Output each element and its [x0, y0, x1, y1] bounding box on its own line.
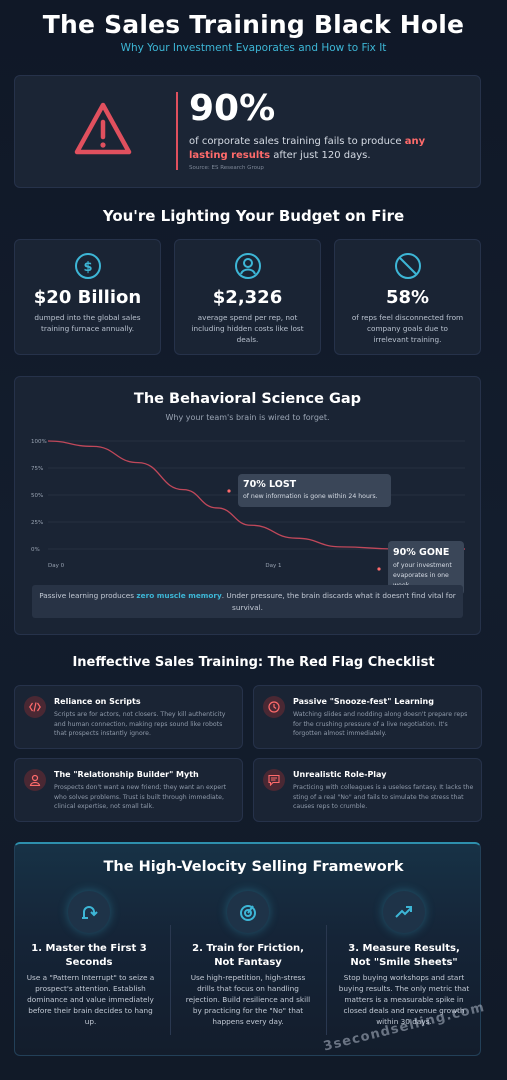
- science-note-highlight: zero muscle memory: [136, 591, 222, 600]
- framework-panel: [14, 842, 481, 1056]
- person-icon: [234, 252, 262, 280]
- user-icon: [24, 769, 46, 791]
- framework-title-3: 3. Measure Results, Not "Smile Sheets": [348, 943, 460, 968]
- budget-value-3: 58%: [385, 287, 430, 308]
- callout-70-text: of new information is gone within 24 hou…: [243, 493, 378, 500]
- budget-text-2: average spend per rep, not including hid…: [191, 313, 304, 344]
- prohibited-icon: [394, 252, 422, 280]
- callout-70: [238, 474, 391, 507]
- framework-divider-1: [170, 925, 171, 1035]
- flag-text-4: Practicing with colleagues is a useless …: [293, 784, 474, 810]
- hero-percent: 90%: [189, 88, 276, 129]
- page-subtitle: Why Your Investment Evaporates and How t…: [120, 42, 387, 54]
- chart-y-tick-label: 75%: [31, 466, 43, 472]
- chat-icon: [263, 769, 285, 791]
- flag-text-1: Scripts are for actors, not closers. The…: [54, 711, 226, 737]
- chart-y-tick-label: 25%: [31, 520, 43, 526]
- budget-value-1: $20 Billion: [33, 287, 142, 308]
- flag-title-4: Unrealistic Role-Play: [293, 770, 387, 779]
- redo-arrow-icon: [68, 891, 110, 933]
- framework-title-2: 2. Train for Friction, Not Fantasy: [192, 943, 304, 968]
- science-subtitle: Why your team's brain is wired to forget…: [165, 413, 330, 422]
- page-title: The Sales Training Black Hole: [42, 10, 465, 39]
- budget-card-3: [334, 239, 481, 355]
- framework-text-2: Use high-repetition, high-stress drills …: [185, 973, 311, 1026]
- hero-text-highlight: any lasting results: [189, 136, 426, 161]
- science-note: [32, 585, 463, 618]
- chart-y-tick-label: 0%: [31, 547, 40, 553]
- budget-value-2: $2,326: [212, 287, 283, 308]
- callout-90-title: 90% GONE: [393, 547, 450, 558]
- framework-text-3: Stop buying workshops and start buying r…: [338, 973, 470, 1026]
- flag-title-3: The "Relationship Builder" Myth: [54, 770, 199, 779]
- science-title: The Behavioral Science Gap: [133, 391, 362, 407]
- code-icon: [24, 696, 46, 718]
- framework-text-1: Use a "Pattern Interrupt" to seize a pro…: [26, 973, 155, 1026]
- budget-text-1: dumped into the global sales training fu…: [34, 313, 141, 333]
- budget-card-1: [14, 239, 161, 355]
- flag-card-4: [253, 758, 482, 822]
- retention-curve-line: [47, 440, 465, 550]
- flag-card-1: [14, 685, 243, 749]
- chart-y-tick-label: 50%: [31, 493, 43, 499]
- chart-marker-dot: [377, 567, 381, 571]
- trend-up-icon: [383, 891, 425, 933]
- hero-text: of corporate sales training fails to pro…: [189, 135, 439, 163]
- budget-title: You're Lighting Your Budget on Fire: [102, 207, 405, 225]
- hero-source: Source: ES Research Group: [189, 165, 264, 171]
- science-note-text: Passive learning produces zero muscle me…: [36, 590, 459, 614]
- budget-text-3: of reps feel disconnected from company g…: [351, 313, 464, 344]
- callout-70-title: 70% LOST: [243, 479, 297, 490]
- flag-text-2: Watching slides and nodding along doesn'…: [293, 711, 468, 737]
- target-icon: [227, 891, 269, 933]
- chart-y-tick-label: 100%: [31, 439, 47, 445]
- checklist-title: Ineffective Sales Training: The Red Flag…: [72, 655, 435, 670]
- flag-text-3: Prospects don't want a new friend; they …: [54, 784, 227, 810]
- framework-title-1: 1. Master the First 3 Seconds: [31, 943, 147, 968]
- warning-triangle-icon: [72, 100, 134, 158]
- clock-icon: [263, 696, 285, 718]
- flag-title-2: Passive "Snooze-fest" Learning: [293, 697, 434, 706]
- dollar-icon: $: [74, 252, 102, 280]
- chart-marker-dot: [227, 489, 231, 493]
- hero-text-post: after just 120 days.: [270, 150, 371, 161]
- flag-title-1: Reliance on Scripts: [54, 697, 141, 706]
- chart-x-tick-label: Day 0: [48, 563, 65, 569]
- chart-x-tick-label: Day 1: [265, 563, 281, 569]
- hero-divider: [176, 92, 178, 170]
- hero-text-pre: of corporate sales training fails to pro…: [189, 136, 405, 147]
- framework-title: The High-Velocity Selling Framework: [103, 859, 404, 875]
- science-note-post: . Under pressure, the brain discards wha…: [221, 591, 456, 612]
- framework-divider-2: [326, 925, 327, 1035]
- flag-card-2: [253, 685, 482, 749]
- science-note-pre: Passive learning produces: [39, 591, 137, 600]
- flag-card-3: [14, 758, 243, 822]
- hero-panel: [14, 75, 481, 188]
- svg-text:$: $: [83, 260, 92, 275]
